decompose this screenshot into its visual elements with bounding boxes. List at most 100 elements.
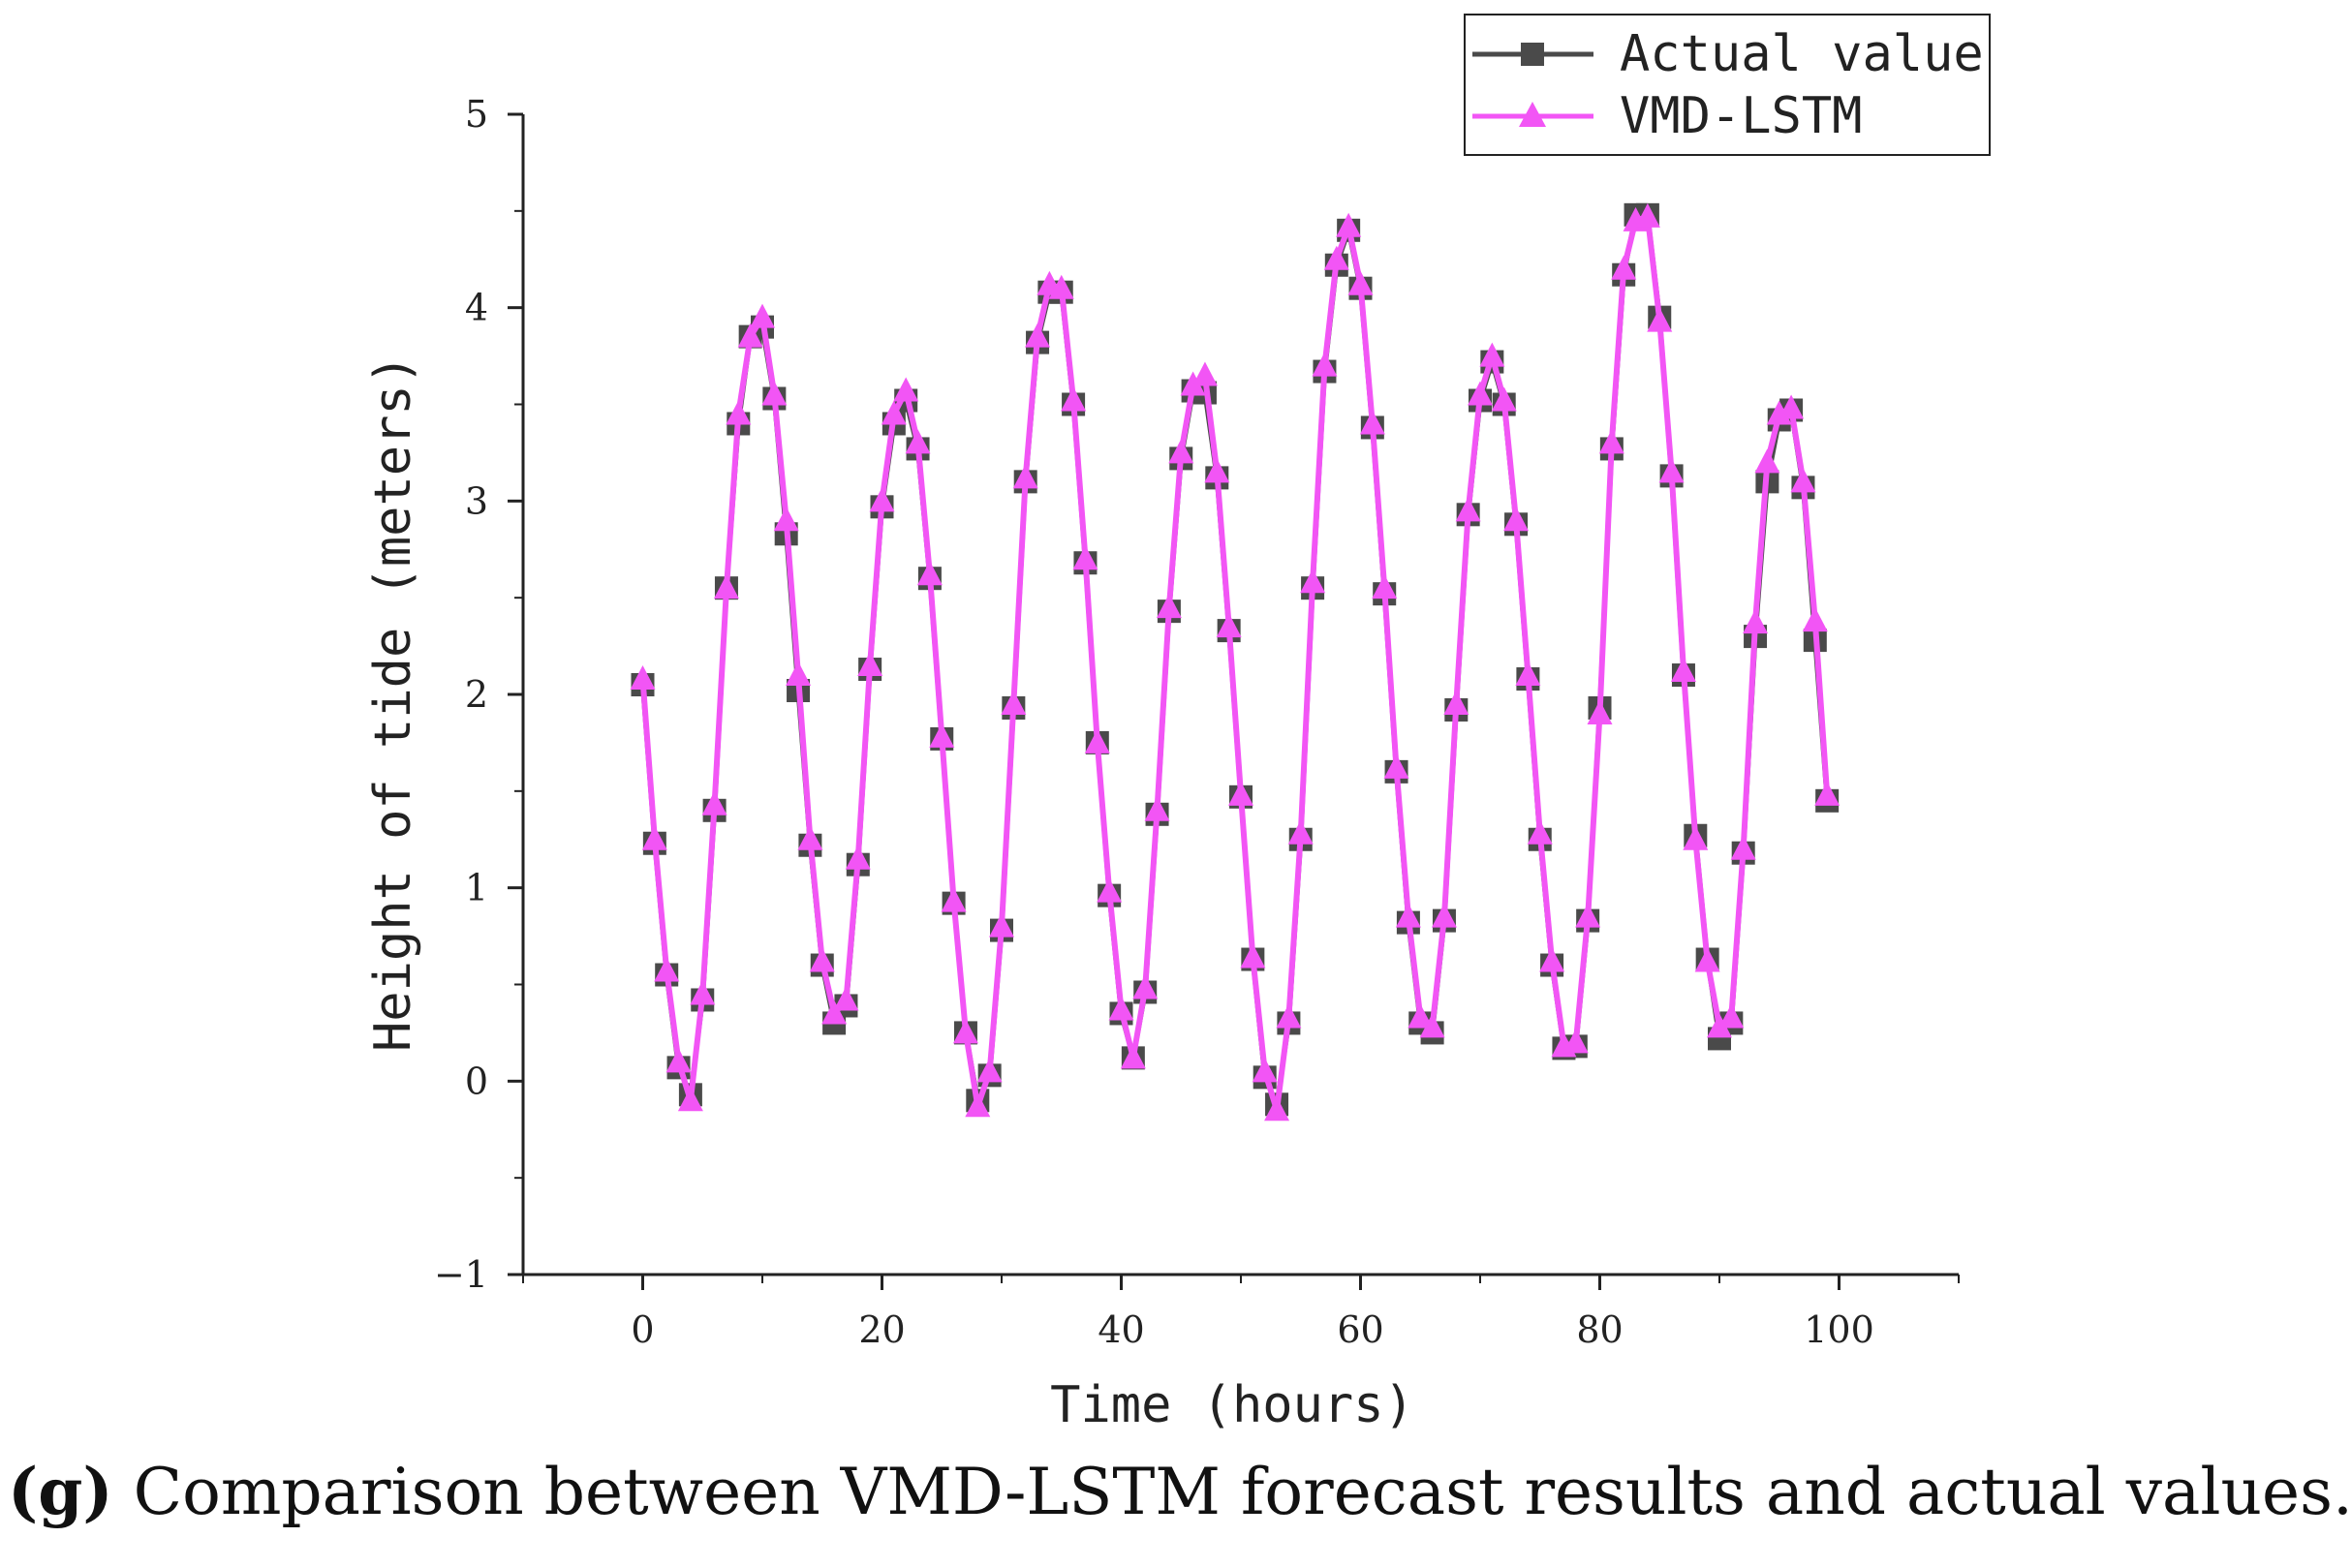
data-point-vmd-lstm xyxy=(1264,1096,1290,1122)
data-point-vmd-lstm xyxy=(1336,212,1362,237)
data-point-vmd-lstm xyxy=(1730,835,1756,860)
data-point-vmd-lstm xyxy=(1276,1003,1302,1029)
data-point-vmd-lstm xyxy=(1240,943,1266,968)
data-point-vmd-lstm xyxy=(916,561,943,586)
data-point-vmd-lstm xyxy=(1048,274,1074,299)
data-point-vmd-lstm xyxy=(690,980,716,1005)
data-point-vmd-lstm xyxy=(1300,569,1326,594)
data-point-vmd-lstm xyxy=(1575,903,1601,928)
data-point-vmd-lstm xyxy=(1408,1003,1434,1029)
data-point-vmd-lstm xyxy=(1097,877,1123,903)
data-point-vmd-lstm xyxy=(1527,819,1553,845)
data-point-vmd-lstm xyxy=(1216,613,1242,638)
data-point-vmd-lstm xyxy=(1611,255,1637,280)
data-point-vmd-lstm xyxy=(1084,728,1110,753)
data-point-vmd-lstm xyxy=(1658,458,1685,483)
data-point-vmd-lstm xyxy=(989,912,1014,938)
data-point-vmd-lstm xyxy=(845,845,871,870)
data-point-vmd-lstm xyxy=(773,507,799,532)
data-point-vmd-lstm xyxy=(1491,386,1517,412)
data-point-vmd-lstm xyxy=(1515,661,1541,687)
data-point-vmd-lstm xyxy=(701,790,727,815)
y-tick-label: 1 xyxy=(465,867,488,909)
y-tick-label: 5 xyxy=(465,93,488,136)
data-point-vmd-lstm xyxy=(1191,361,1218,386)
x-tick-label: 80 xyxy=(1576,1308,1623,1351)
data-point-vmd-lstm xyxy=(665,1048,692,1073)
y-tick-label: 0 xyxy=(465,1060,488,1102)
data-point-vmd-lstm xyxy=(1012,464,1038,489)
data-point-vmd-lstm xyxy=(1598,429,1624,454)
data-point-vmd-lstm xyxy=(641,825,667,850)
data-point-vmd-lstm xyxy=(1743,609,1769,634)
y-axis-ticks: −1 0 1 2 3 4 5 xyxy=(434,93,523,1296)
data-point-vmd-lstm xyxy=(1132,974,1159,999)
data-point-vmd-lstm xyxy=(857,652,883,677)
data-point-vmd-lstm xyxy=(809,947,835,972)
data-point-vmd-lstm xyxy=(1359,410,1385,435)
data-point-vmd-lstm xyxy=(893,377,919,402)
axes xyxy=(521,114,1959,1276)
data-point-vmd-lstm xyxy=(1479,342,1505,367)
data-point-vmd-lstm xyxy=(713,574,739,600)
caption-tag: (g) xyxy=(8,1454,113,1529)
data-point-vmd-lstm xyxy=(1694,947,1720,972)
data-point-vmd-lstm xyxy=(1072,545,1098,570)
figure-caption: (g) Comparison between VMD-LSTM forecast… xyxy=(0,1433,2351,1550)
data-point-vmd-lstm xyxy=(1814,781,1841,806)
series-actual-value xyxy=(631,202,1840,1117)
legend-label-actual: Actual value xyxy=(1620,25,1984,83)
legend-label-vmd: VMD-LSTM xyxy=(1620,87,1862,145)
data-point-vmd-lstm xyxy=(1180,371,1206,396)
data-point-vmd-lstm xyxy=(1754,448,1780,474)
data-point-vmd-lstm xyxy=(1168,439,1194,464)
data-point-vmd-lstm xyxy=(1061,386,1087,412)
legend: Actual value VMD-LSTM xyxy=(1464,14,1991,156)
y-axis-title: Height of tide (meters) xyxy=(364,354,422,1052)
y-tick-label: −1 xyxy=(434,1253,488,1296)
x-axis-title: Time (hours) xyxy=(1050,1376,1414,1433)
data-point-vmd-lstm xyxy=(1120,1044,1146,1069)
data-point-vmd-lstm xyxy=(1562,1029,1589,1054)
data-point-vmd-lstm xyxy=(821,999,848,1025)
data-point-vmd-lstm xyxy=(1670,658,1696,683)
data-point-vmd-lstm xyxy=(797,825,823,850)
data-point-vmd-lstm xyxy=(1419,1013,1445,1038)
data-point-vmd-lstm xyxy=(737,323,763,348)
data-point-vmd-lstm xyxy=(1025,323,1051,348)
data-point-vmd-lstm xyxy=(1383,753,1409,779)
data-point-vmd-lstm xyxy=(929,723,955,748)
data-point-vmd-lstm xyxy=(1587,699,1613,724)
data-point-vmd-lstm xyxy=(1647,307,1673,332)
data-point-vmd-lstm xyxy=(1718,1003,1745,1029)
data-point-vmd-lstm xyxy=(1503,507,1530,532)
data-point-vmd-lstm xyxy=(941,887,967,912)
data-point-vmd-lstm xyxy=(750,303,775,328)
data-point-vmd-lstm xyxy=(1144,796,1170,821)
data-point-vmd-lstm xyxy=(1790,468,1816,493)
data-point-vmd-lstm xyxy=(1372,574,1398,600)
data-point-vmd-lstm xyxy=(1312,352,1338,377)
y-tick-label: 3 xyxy=(465,479,488,522)
data-point-vmd-lstm xyxy=(1287,819,1314,845)
data-point-vmd-lstm xyxy=(1683,825,1709,850)
data-point-vmd-lstm xyxy=(869,487,895,512)
data-point-vmd-lstm xyxy=(1228,781,1253,806)
data-point-vmd-lstm xyxy=(630,665,656,691)
x-tick-label: 100 xyxy=(1804,1308,1874,1351)
data-point-vmd-lstm xyxy=(965,1092,991,1118)
legend-marker-actual xyxy=(1521,43,1544,66)
data-point-vmd-lstm xyxy=(1634,202,1660,228)
data-point-vmd-lstm xyxy=(1468,381,1493,406)
x-tick-label: 40 xyxy=(1098,1308,1144,1351)
data-point-vmd-lstm xyxy=(1204,458,1230,483)
x-axis-ticks: 0 20 40 60 80 100 xyxy=(522,1275,1960,1351)
x-tick-label: 0 xyxy=(631,1308,654,1351)
x-tick-label: 20 xyxy=(858,1308,905,1351)
data-point-vmd-lstm xyxy=(1455,497,1481,522)
data-point-vmd-lstm xyxy=(761,381,788,406)
series-layer xyxy=(630,202,1841,1122)
data-point-vmd-lstm xyxy=(1431,903,1457,928)
data-point-vmd-lstm xyxy=(1323,245,1349,270)
data-point-vmd-lstm xyxy=(905,429,931,454)
